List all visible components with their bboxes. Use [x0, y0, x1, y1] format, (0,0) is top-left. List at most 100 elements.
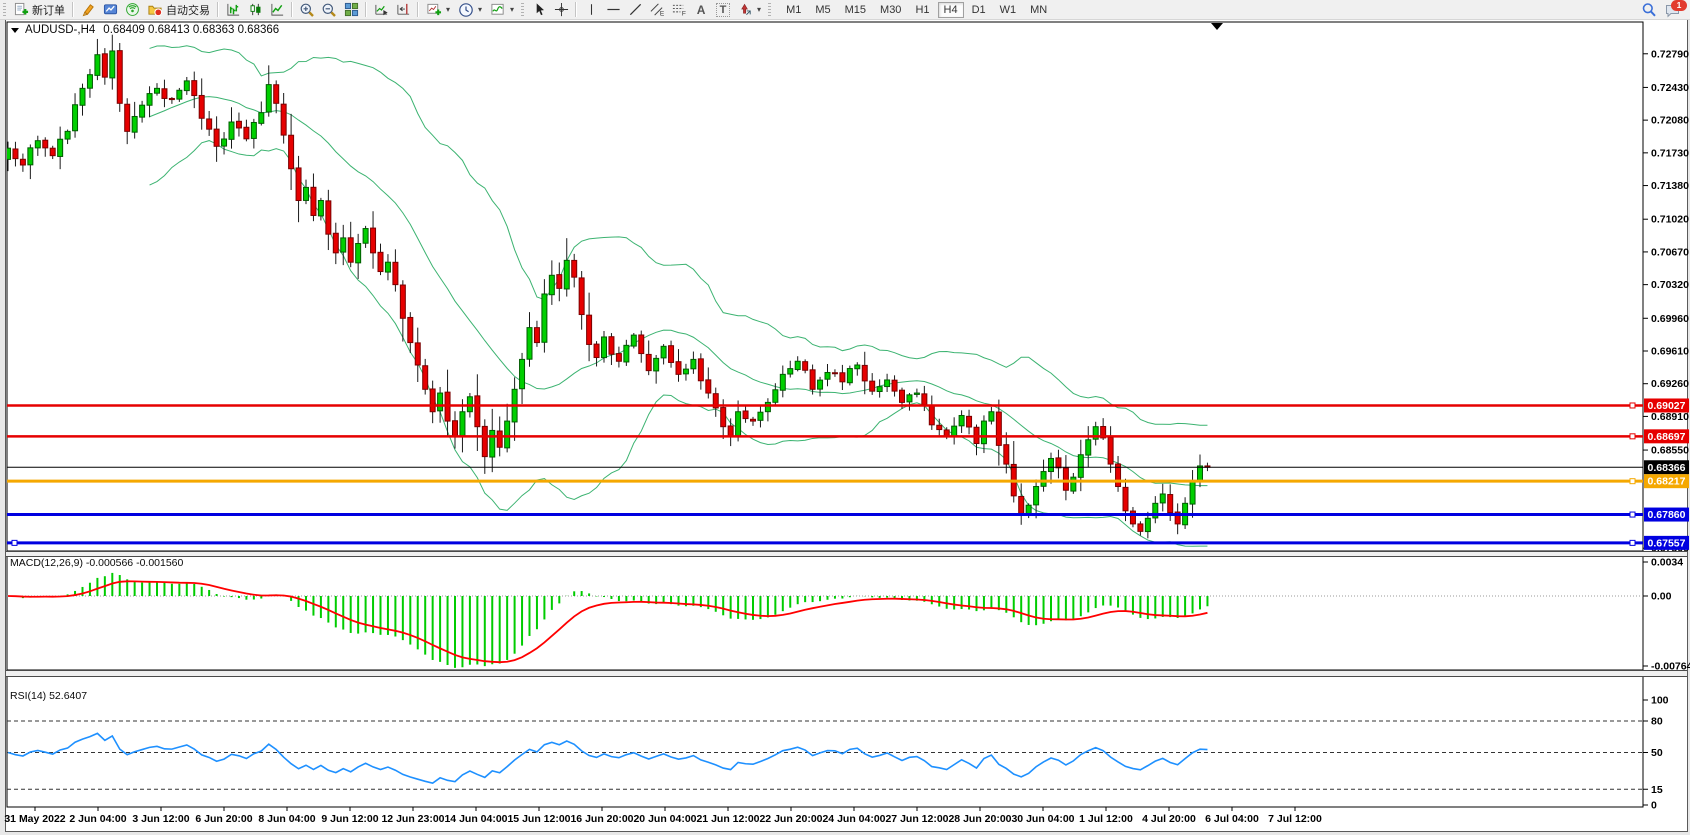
time-axis-label: 28 Jun 20:00 — [948, 813, 1011, 825]
auto-scroll-icon — [374, 4, 388, 16]
timeframe-m15[interactable]: M15 — [844, 3, 867, 16]
zoom-out-icon — [322, 3, 336, 17]
toolbar-right-group: 1 — [1638, 0, 1687, 18]
price-label-box — [1644, 460, 1689, 475]
price-axis-label: 0.72430 — [1651, 82, 1689, 94]
text-tool-button[interactable]: A — [690, 1, 712, 18]
channel-tool-button[interactable]: E — [646, 1, 668, 18]
timeframe-h4[interactable]: H4 — [937, 1, 964, 18]
toolbar-grip[interactable] — [768, 2, 772, 17]
period-button[interactable]: ▾ — [454, 1, 486, 18]
timeframe-w1[interactable]: W1 — [999, 3, 1017, 16]
rsi-axis-label: 80 — [1651, 716, 1663, 728]
fibonacci-icon: F — [672, 4, 686, 17]
search-button[interactable] — [1638, 1, 1660, 18]
hline-handle[interactable] — [11, 539, 18, 546]
tile-windows-button[interactable] — [340, 1, 362, 18]
panel-border — [6, 555, 1644, 671]
horizontal-line-tool-button[interactable] — [602, 1, 624, 18]
separator — [72, 2, 74, 17]
time-axis-label: 6 Jul 04:00 — [1205, 813, 1259, 825]
price-label-text: 0.69027 — [1648, 400, 1686, 412]
price-label-box — [1644, 535, 1689, 550]
hline-handle[interactable] — [1629, 433, 1636, 440]
time-axis-label: 20 Jun 04:00 — [633, 813, 696, 825]
time-axis-label: 9 Jun 12:00 — [321, 813, 378, 825]
symbol-dropdown-icon[interactable] — [11, 27, 19, 33]
panel-splitter[interactable] — [6, 670, 1687, 677]
chat-button[interactable]: 1 — [1660, 0, 1687, 18]
timeframe-mn[interactable]: MN — [1030, 3, 1048, 16]
bar-chart-icon — [226, 3, 239, 16]
candlestick-chart-icon — [250, 3, 260, 16]
time-axis-label: 1 Jul 12:00 — [1079, 813, 1133, 825]
timeframe-m1[interactable]: M1 — [786, 3, 802, 16]
chart-shift-button[interactable] — [392, 1, 414, 18]
indicators-button[interactable]: ▾ — [486, 1, 518, 18]
panel-border — [6, 675, 1644, 808]
panel-splitter[interactable] — [6, 551, 1687, 557]
bar-chart-button[interactable] — [222, 1, 244, 18]
hline-handle[interactable] — [1629, 478, 1636, 485]
label-tool-glyph: T — [715, 2, 731, 17]
search-icon — [1642, 2, 1656, 16]
trendline-tool-button[interactable] — [624, 1, 646, 18]
price-axis-label: 0.70320 — [1651, 279, 1689, 291]
separator — [365, 2, 367, 17]
price-axis-label: 0.69610 — [1651, 345, 1689, 357]
timeframe-m5[interactable]: M5 — [815, 3, 831, 16]
chart-ohlc-values: 0.68409 0.68413 0.68363 0.68366 — [103, 24, 280, 36]
highlighter-button[interactable] — [77, 1, 99, 18]
crosshair-icon — [554, 2, 568, 17]
auto-trading-icon — [148, 5, 163, 17]
zoom-in-button[interactable] — [296, 1, 318, 18]
terminal-button[interactable] — [99, 1, 121, 18]
rsi-axis-label: 0 — [1651, 800, 1657, 812]
cursor-tool-button[interactable] — [528, 1, 550, 18]
rsi-axis-label: 15 — [1651, 784, 1663, 796]
price-label-text: 0.68366 — [1648, 462, 1686, 474]
price-axis-label: 0.68550 — [1651, 445, 1689, 457]
separator — [217, 2, 219, 17]
signal-button[interactable] — [121, 1, 143, 18]
line-chart-button[interactable] — [266, 1, 288, 18]
separator — [417, 2, 419, 17]
auto-trading-button[interactable]: 自动交易 — [143, 1, 214, 18]
price-axis-label: 0.72790 — [1651, 48, 1689, 60]
price-label-box — [1644, 474, 1689, 489]
toolbar-grip[interactable] — [521, 2, 525, 17]
chart-title: AUDUSD-,H4 0.68409 0.68413 0.68363 0.683… — [11, 24, 279, 36]
timeframe-m30[interactable]: M30 — [880, 3, 902, 16]
timeframe-toolbar: M1 M5 M15 M30 H1 H4 D1 W1 MN — [779, 1, 1054, 18]
arrows-tool-button[interactable]: ▾ — [734, 1, 765, 18]
svg-text:E: E — [660, 11, 665, 17]
candlestick-chart-button[interactable] — [244, 1, 266, 18]
price-label-box — [1644, 429, 1689, 444]
text-label-tool-button[interactable]: T — [712, 1, 734, 18]
price-label-box — [1644, 398, 1689, 413]
hline-handle[interactable] — [1629, 539, 1636, 546]
price-axis-label: 0.69960 — [1651, 313, 1689, 325]
toolbar-grip[interactable] — [3, 2, 6, 17]
clock-icon — [459, 2, 473, 17]
hline-handle[interactable] — [1629, 402, 1636, 409]
new-chart-button[interactable]: ▾ — [422, 1, 454, 18]
zoom-out-button[interactable] — [318, 1, 340, 18]
auto-scroll-button[interactable] — [370, 1, 392, 18]
separator — [291, 2, 293, 17]
fibonacci-tool-button[interactable]: F — [668, 1, 690, 18]
price-axis-label: 0.69260 — [1651, 378, 1689, 390]
trendline-icon — [629, 3, 641, 16]
timeframe-d1[interactable]: D1 — [971, 3, 986, 16]
time-axis-label: 31 May 2022 — [4, 813, 65, 825]
timeframe-h1[interactable]: H1 — [915, 3, 930, 16]
crosshair-tool-button[interactable] — [550, 1, 572, 18]
hline-handle[interactable] — [1629, 511, 1636, 518]
new-order-button[interactable]: 新订单 — [10, 1, 69, 18]
time-axis-label: 22 Jun 20:00 — [759, 813, 822, 825]
vertical-line-tool-button[interactable] — [580, 1, 602, 18]
rsi-indicator-label: RSI(14) 52.6407 — [10, 690, 88, 702]
price-label-text: 0.67860 — [1648, 509, 1686, 521]
